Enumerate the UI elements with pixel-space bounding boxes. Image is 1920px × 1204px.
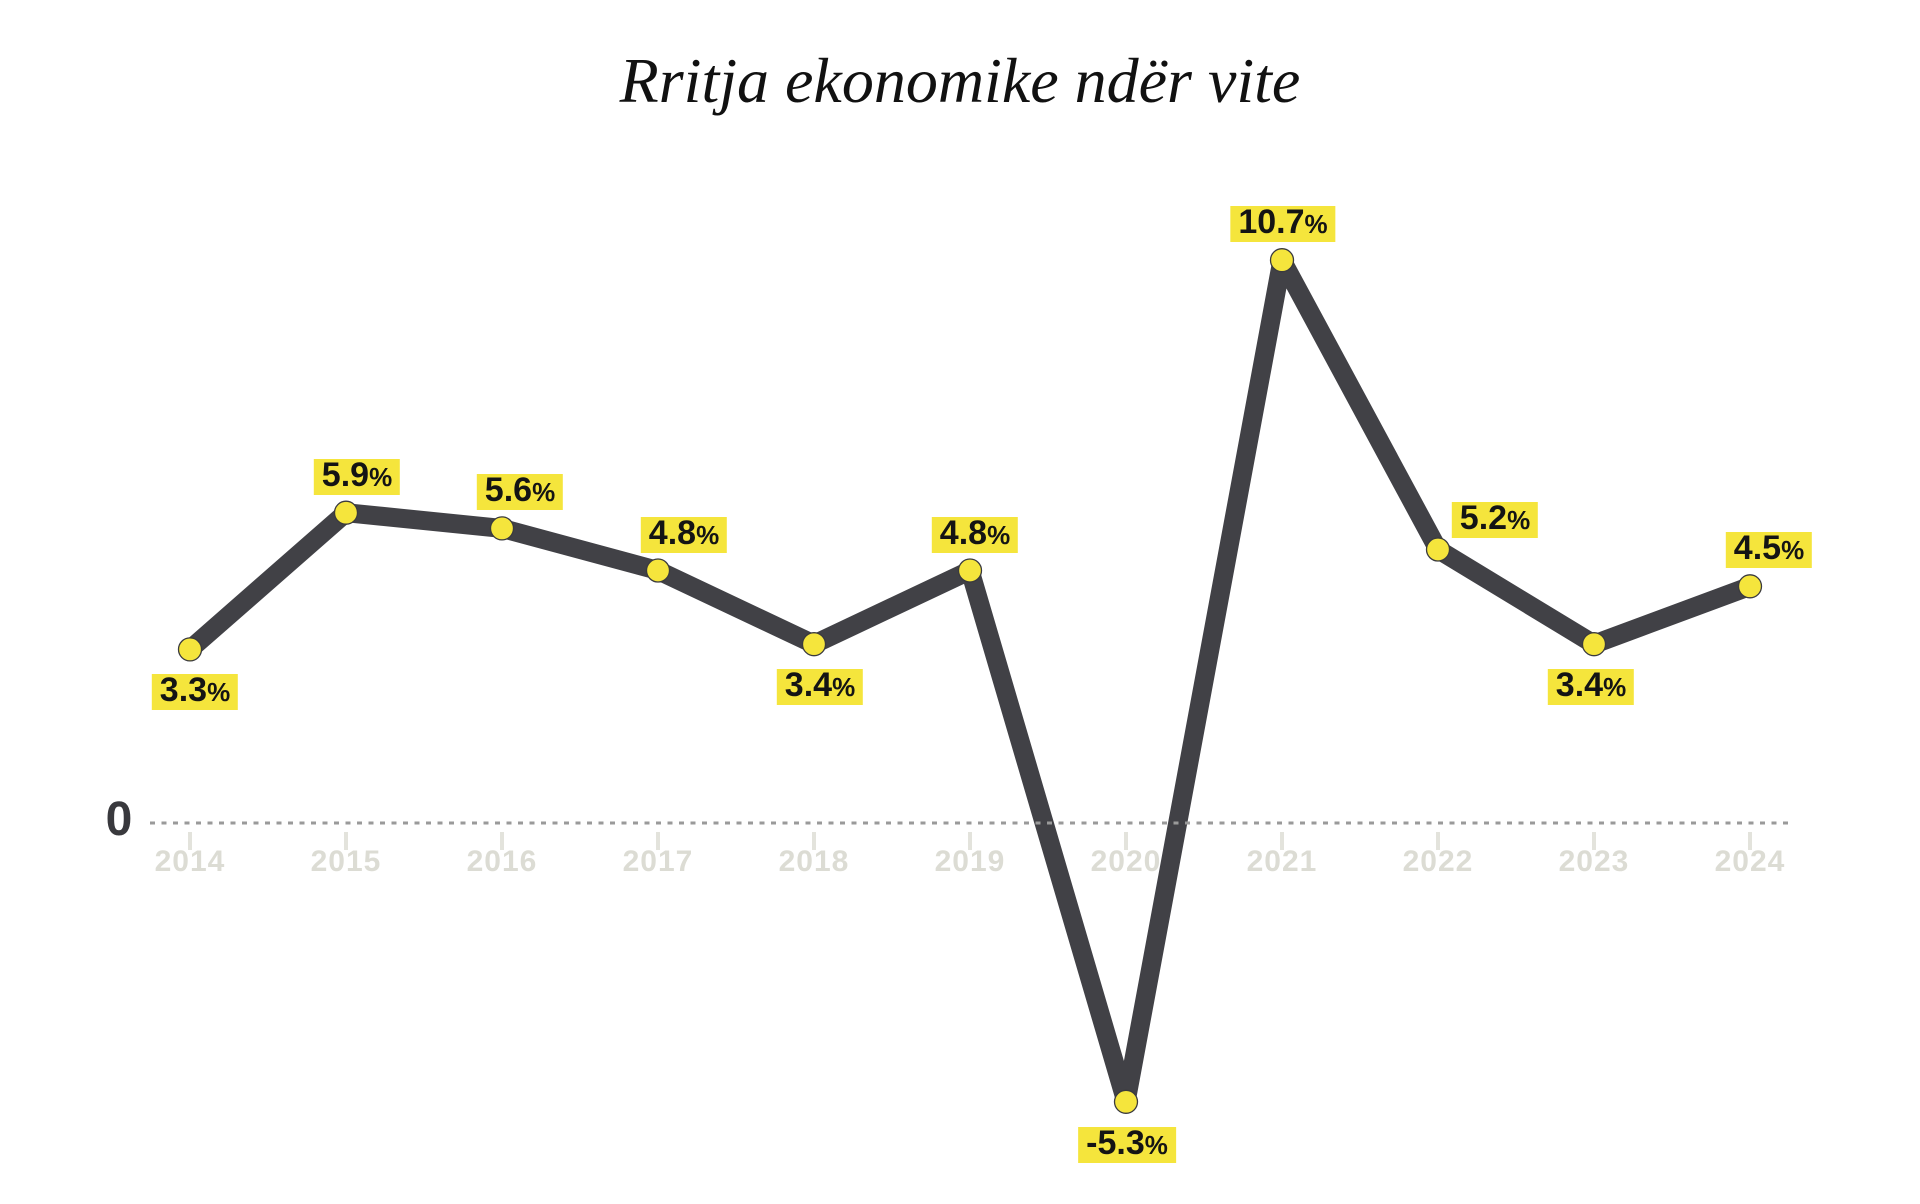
value-number: 4.5: [1733, 529, 1782, 567]
value-number: 3.3: [159, 671, 208, 709]
percent-sign: %: [532, 477, 556, 507]
value-label: 4.8%: [931, 514, 1019, 553]
x-axis-label: 2016: [466, 845, 538, 878]
percent-sign: %: [987, 520, 1011, 550]
value-label: 4.8%: [640, 514, 728, 553]
x-axis-label: 2023: [1558, 845, 1630, 878]
x-axis-label: 2015: [310, 845, 382, 878]
value-number: -5.3: [1086, 1124, 1145, 1162]
value-number: 3.4: [1555, 666, 1604, 704]
value-label: -5.3%: [1078, 1124, 1176, 1163]
percent-sign: %: [1507, 505, 1531, 535]
value-label: 10.7%: [1230, 203, 1336, 242]
value-number: 5.2: [1459, 499, 1508, 537]
percent-sign: %: [1304, 209, 1328, 239]
x-axis-label: 2021: [1246, 845, 1318, 878]
value-label: 5.9%: [313, 456, 401, 495]
percent-sign: %: [696, 520, 720, 550]
percent-sign: %: [207, 677, 231, 707]
value-label: 5.6%: [476, 471, 564, 510]
value-number: 3.4: [784, 666, 833, 704]
chart-title: Rritja ekonomike ndër vite: [619, 45, 1301, 116]
value-number: 4.8: [648, 514, 697, 552]
value-label: 5.2%: [1451, 499, 1539, 538]
x-axis-label: 2024: [1714, 845, 1786, 878]
x-axis-label: 2022: [1402, 845, 1474, 878]
value-label: 4.5%: [1725, 529, 1813, 568]
percent-sign: %: [1781, 535, 1805, 565]
percent-sign: %: [1144, 1130, 1168, 1160]
value-label: 3.3%: [151, 671, 239, 710]
x-axis-label: 2017: [622, 845, 694, 878]
value-number: 10.7: [1238, 203, 1305, 241]
x-axis-label: 2019: [934, 845, 1006, 878]
value-label: 3.4%: [1547, 666, 1635, 705]
value-number: 4.8: [939, 514, 988, 552]
percent-sign: %: [832, 672, 856, 702]
percent-sign: %: [369, 462, 393, 492]
x-axis-label: 2020: [1090, 845, 1162, 878]
x-axis-label: 2014: [154, 845, 226, 878]
percent-sign: %: [1603, 672, 1627, 702]
x-axis-label: 2018: [778, 845, 850, 878]
zero-axis-label: 0: [105, 793, 133, 846]
value-label: 3.4%: [776, 666, 864, 705]
value-number: 5.9: [321, 456, 370, 494]
value-number: 5.6: [484, 471, 533, 509]
